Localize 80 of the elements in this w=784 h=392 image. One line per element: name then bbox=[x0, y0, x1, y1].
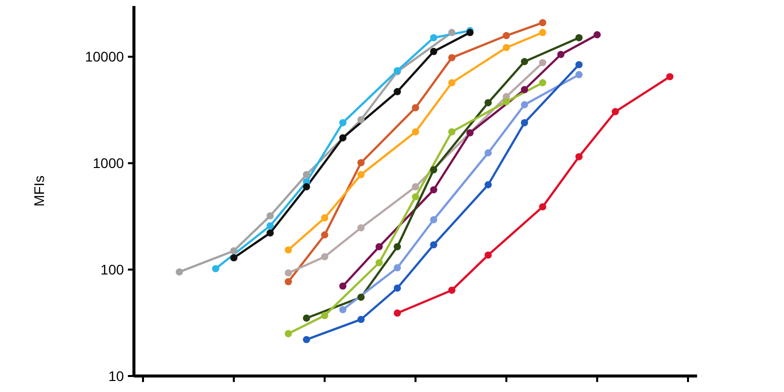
y-tick-label: 100 bbox=[100, 261, 124, 278]
point bbox=[302, 171, 310, 178]
point bbox=[376, 259, 383, 266]
point bbox=[520, 101, 528, 108]
point bbox=[502, 98, 510, 106]
point bbox=[394, 88, 401, 96]
point bbox=[284, 330, 292, 338]
point bbox=[230, 254, 238, 262]
point bbox=[176, 268, 183, 276]
point bbox=[502, 44, 510, 52]
point bbox=[520, 58, 528, 66]
point bbox=[520, 86, 528, 94]
point bbox=[448, 128, 456, 136]
point bbox=[430, 34, 438, 42]
point bbox=[502, 32, 510, 40]
point bbox=[321, 214, 328, 222]
point bbox=[575, 34, 583, 42]
y-tick-label: 10000 bbox=[84, 48, 124, 65]
point bbox=[430, 241, 438, 248]
point bbox=[266, 222, 274, 230]
point bbox=[412, 193, 420, 200]
point bbox=[448, 79, 456, 86]
point bbox=[448, 28, 456, 36]
point bbox=[357, 224, 365, 232]
point bbox=[484, 149, 492, 156]
point bbox=[357, 294, 365, 301]
point bbox=[539, 28, 546, 36]
point bbox=[520, 119, 528, 126]
point bbox=[284, 278, 292, 286]
point bbox=[321, 312, 328, 320]
point bbox=[430, 216, 438, 224]
point bbox=[357, 171, 365, 178]
point bbox=[376, 243, 383, 250]
point bbox=[357, 316, 365, 324]
point bbox=[266, 229, 274, 237]
point bbox=[539, 19, 546, 26]
point bbox=[394, 284, 401, 292]
point bbox=[539, 203, 546, 210]
point bbox=[339, 282, 346, 290]
point bbox=[539, 59, 546, 66]
point bbox=[302, 183, 310, 190]
point bbox=[448, 286, 456, 294]
point bbox=[484, 99, 492, 106]
point bbox=[284, 246, 292, 254]
point bbox=[339, 119, 346, 126]
point bbox=[394, 264, 401, 272]
point bbox=[302, 314, 310, 322]
point bbox=[484, 251, 492, 259]
point bbox=[321, 231, 328, 238]
point bbox=[266, 212, 274, 220]
y-tick-label: 10 bbox=[108, 368, 124, 384]
point bbox=[430, 48, 438, 56]
point bbox=[557, 50, 564, 58]
point bbox=[230, 247, 238, 254]
point bbox=[284, 269, 292, 277]
y-axis-title: MFIs bbox=[31, 175, 47, 207]
point bbox=[394, 310, 401, 317]
point bbox=[430, 166, 438, 174]
point bbox=[575, 61, 583, 68]
point bbox=[412, 183, 420, 190]
point bbox=[357, 116, 365, 124]
point bbox=[612, 108, 619, 116]
point bbox=[302, 336, 310, 344]
point bbox=[412, 128, 420, 136]
point bbox=[575, 71, 583, 78]
point bbox=[394, 243, 401, 250]
point bbox=[484, 181, 492, 188]
point bbox=[448, 54, 456, 62]
point bbox=[412, 104, 420, 112]
point bbox=[339, 306, 346, 314]
point bbox=[212, 265, 220, 272]
point bbox=[339, 134, 346, 142]
point bbox=[539, 79, 546, 86]
point bbox=[575, 153, 583, 160]
point bbox=[357, 159, 365, 166]
point bbox=[594, 31, 601, 38]
point bbox=[321, 253, 328, 260]
y-tick-label: 1000 bbox=[92, 155, 124, 172]
point bbox=[666, 73, 674, 80]
point bbox=[430, 186, 438, 194]
